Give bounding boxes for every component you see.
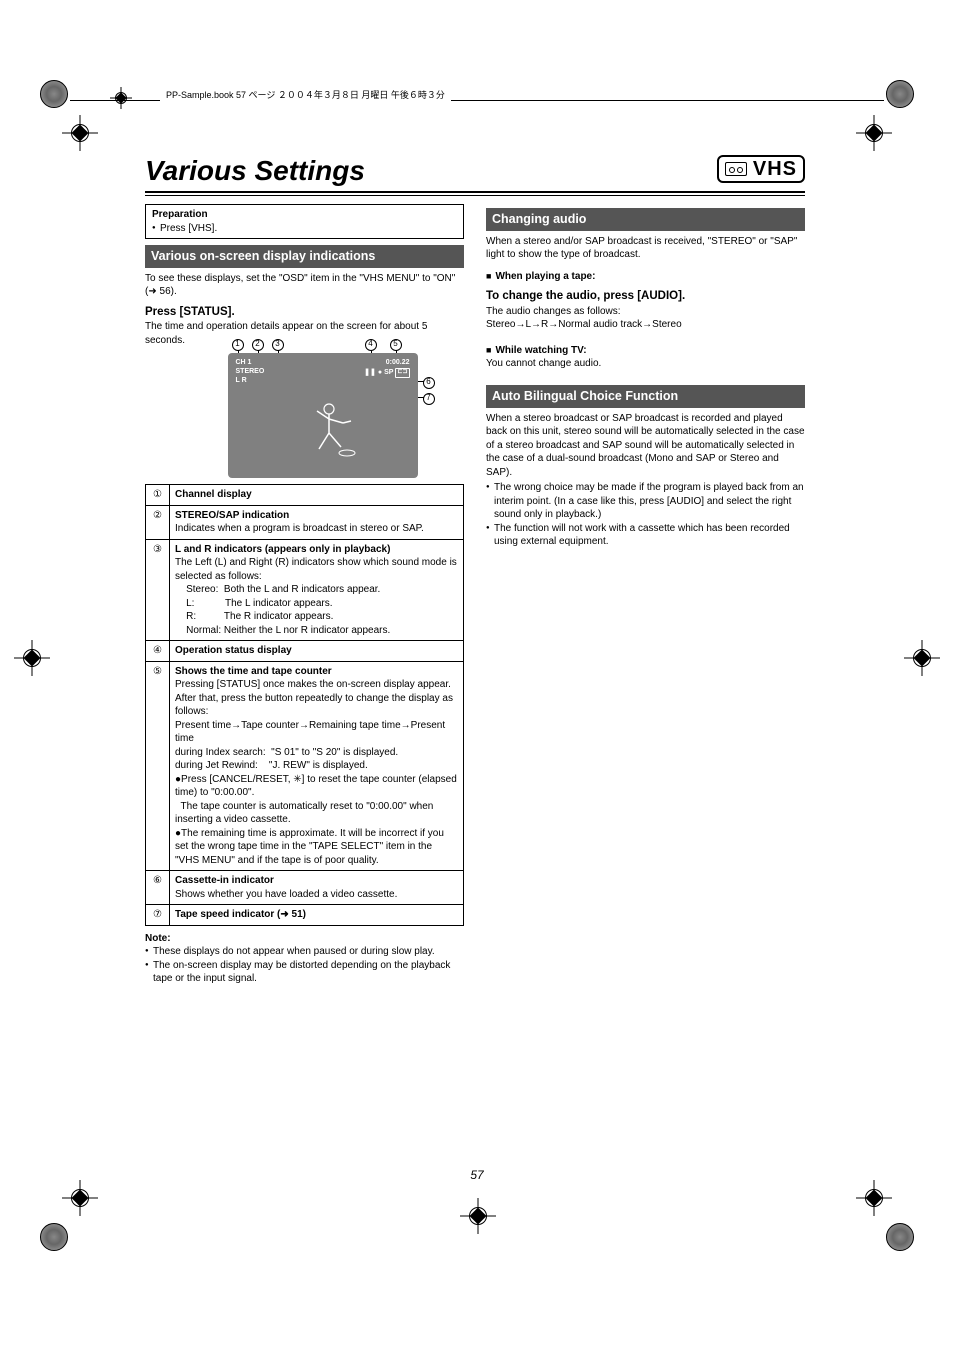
row-body: Channel display bbox=[170, 485, 464, 506]
row-number: ⑦ bbox=[146, 905, 170, 926]
press-status-desc: The time and operation details appear on… bbox=[145, 320, 464, 347]
table-row: ③L and R indicators (appears only in pla… bbox=[146, 539, 464, 641]
table-row: ②STEREO/SAP indicationIndicates when a p… bbox=[146, 505, 464, 539]
callout-4: 4 bbox=[365, 339, 377, 351]
callout-1: 1 bbox=[232, 339, 244, 351]
running-header: PP-Sample.book 57 ページ ２００４年３月８日 月曜日 午後６時… bbox=[160, 88, 451, 101]
row-body: L and R indicators (appears only in play… bbox=[170, 539, 464, 641]
tv-frame: CH 1 STEREO L R 0:00.22 ❚❚● SP ⊏⊐ bbox=[228, 353, 418, 478]
header-crosshair bbox=[110, 87, 132, 109]
table-row: ①Channel display bbox=[146, 485, 464, 506]
table-row: ⑦Tape speed indicator (➜ 51) bbox=[146, 905, 464, 926]
callout-7: 7 bbox=[423, 393, 435, 405]
reg-mark-bl bbox=[40, 1223, 68, 1251]
section-bar-audio: Changing audio bbox=[486, 208, 805, 231]
audio-sequence: Stereo→L→R→Normal audio track→Stereo bbox=[486, 318, 805, 332]
audio-intro: When a stereo and/or SAP broadcast is re… bbox=[486, 235, 805, 262]
right-column: Changing audio When a stereo and/or SAP … bbox=[486, 204, 805, 986]
page-number: 57 bbox=[470, 1168, 483, 1182]
left-column: Preparation Press [VHS]. Various on-scre… bbox=[145, 204, 464, 986]
row-number: ④ bbox=[146, 641, 170, 662]
person-icon bbox=[307, 401, 357, 461]
callout-5: 5 bbox=[390, 339, 402, 351]
section-bar-osd: Various on-screen display indications bbox=[145, 245, 464, 268]
bilingual-notes: The wrong choice may be made if the prog… bbox=[486, 481, 805, 549]
crosshair-left bbox=[14, 640, 50, 676]
note-item: These displays do not appear when paused… bbox=[145, 945, 464, 959]
bilingual-note-item: The wrong choice may be made if the prog… bbox=[486, 481, 805, 522]
callout-3: 3 bbox=[272, 339, 284, 351]
bilingual-note-item: The function will not work with a casset… bbox=[486, 522, 805, 549]
row-body: Shows the time and tape counterPressing … bbox=[170, 661, 464, 871]
reg-mark-tl bbox=[40, 80, 68, 108]
change-audio-action: To change the audio, press [AUDIO]. bbox=[486, 289, 805, 305]
row-number: ① bbox=[146, 485, 170, 506]
crosshair-tl bbox=[62, 115, 98, 151]
callout-2: 2 bbox=[252, 339, 264, 351]
vhs-badge: VHS bbox=[717, 155, 805, 183]
table-row: ④Operation status display bbox=[146, 641, 464, 662]
spec-table: ①Channel display②STEREO/SAP indicationIn… bbox=[145, 484, 464, 926]
reg-mark-br bbox=[886, 1223, 914, 1251]
osd-intro: To see these displays, set the "OSD" ite… bbox=[145, 272, 464, 299]
cassette-icon bbox=[725, 162, 747, 176]
row-body: STEREO/SAP indicationIndicates when a pr… bbox=[170, 505, 464, 539]
bilingual-desc: When a stereo broadcast or SAP broadcast… bbox=[486, 412, 805, 480]
crosshair-tr bbox=[856, 115, 892, 151]
section-bar-bilingual: Auto Bilingual Choice Function bbox=[486, 385, 805, 408]
press-status-heading: Press [STATUS]. bbox=[145, 305, 464, 321]
note-heading: Note: bbox=[145, 932, 464, 946]
audio-changes-label: The audio changes as follows: bbox=[486, 305, 805, 319]
preparation-box: Preparation Press [VHS]. bbox=[145, 204, 464, 239]
crosshair-br bbox=[856, 1180, 892, 1216]
row-number: ③ bbox=[146, 539, 170, 641]
cannot-change-audio: You cannot change audio. bbox=[486, 357, 805, 371]
row-body: Operation status display bbox=[170, 641, 464, 662]
reg-mark-tr bbox=[886, 80, 914, 108]
row-number: ⑤ bbox=[146, 661, 170, 871]
crosshair-right bbox=[904, 640, 940, 676]
prep-item: Press [VHS]. bbox=[152, 222, 457, 236]
vhs-label: VHS bbox=[753, 158, 797, 181]
note-item: The on-screen display may be distorted d… bbox=[145, 959, 464, 986]
row-body: Cassette-in indicatorShows whether you h… bbox=[170, 871, 464, 905]
osd-left: CH 1 STEREO L R bbox=[236, 359, 265, 385]
table-row: ⑥Cassette-in indicatorShows whether you … bbox=[146, 871, 464, 905]
tv-illustration: 1 2 3 4 5 6 7 CH 1 STEREO bbox=[180, 353, 430, 478]
rule-thick bbox=[145, 191, 805, 193]
row-number: ⑥ bbox=[146, 871, 170, 905]
prep-title: Preparation bbox=[152, 209, 208, 220]
table-row: ⑤Shows the time and tape counterPressing… bbox=[146, 661, 464, 871]
row-number: ② bbox=[146, 505, 170, 539]
rule-thin bbox=[145, 195, 805, 196]
row-body: Tape speed indicator (➜ 51) bbox=[170, 905, 464, 926]
crosshair-bl bbox=[62, 1180, 98, 1216]
callout-6: 6 bbox=[423, 377, 435, 389]
osd-right: 0:00.22 ❚❚● SP ⊏⊐ bbox=[364, 359, 409, 377]
page-title: Various Settings bbox=[145, 155, 805, 187]
playing-tape-heading: When playing a tape: bbox=[486, 270, 805, 284]
crosshair-bottom bbox=[460, 1198, 496, 1234]
page-content: Various Settings VHS Preparation Press [… bbox=[145, 155, 805, 986]
watching-tv-heading: While watching TV: bbox=[486, 344, 805, 358]
notes-list: These displays do not appear when paused… bbox=[145, 945, 464, 986]
